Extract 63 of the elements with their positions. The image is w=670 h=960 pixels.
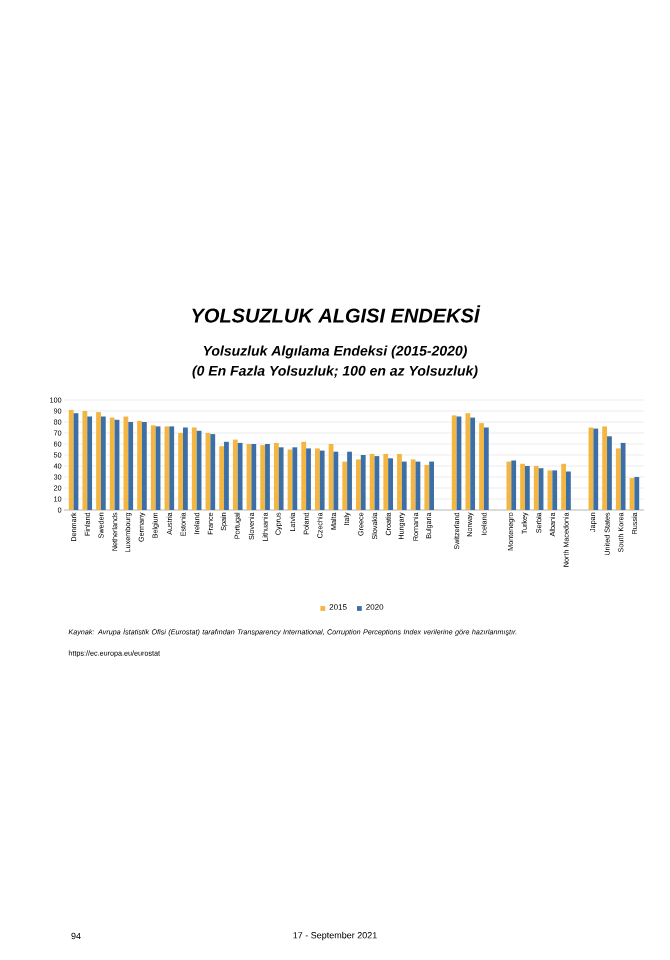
bar — [210, 434, 216, 510]
bar — [634, 477, 640, 510]
bar — [141, 422, 147, 510]
bar — [306, 448, 311, 510]
bar — [224, 441, 229, 510]
bar — [397, 453, 402, 510]
bar — [383, 453, 389, 510]
bar — [524, 466, 530, 510]
bar — [68, 409, 74, 510]
bar — [620, 442, 626, 510]
bar — [219, 446, 225, 510]
bar — [424, 464, 430, 510]
bar — [552, 470, 558, 510]
bar — [265, 444, 270, 510]
bar — [333, 451, 339, 510]
bar — [178, 433, 183, 510]
bar — [82, 411, 88, 510]
bar — [511, 460, 517, 510]
bar — [251, 444, 257, 510]
bar — [356, 459, 361, 510]
bar — [319, 450, 325, 510]
bar — [602, 426, 608, 510]
bar — [273, 442, 279, 510]
bar — [183, 427, 188, 510]
bar — [593, 428, 599, 510]
bar — [360, 455, 366, 510]
bar — [191, 427, 197, 510]
bar — [566, 471, 571, 510]
bar — [342, 461, 348, 510]
bar — [533, 466, 539, 510]
bar — [278, 447, 284, 510]
bar — [123, 416, 129, 510]
bar — [615, 448, 621, 510]
bar — [237, 442, 243, 510]
bar — [506, 461, 512, 510]
chart-title: YOLSUZLUK ALGISI ENDEKSİ — [192, 305, 481, 323]
bar — [137, 420, 142, 510]
bar — [410, 459, 416, 510]
bar — [479, 423, 484, 510]
bar — [260, 445, 266, 510]
bar — [96, 412, 101, 510]
bar — [169, 426, 175, 510]
bar — [561, 463, 567, 510]
bar — [607, 436, 612, 510]
bar — [232, 439, 238, 510]
bar — [314, 448, 320, 510]
bar — [451, 415, 457, 510]
bar — [301, 441, 307, 510]
bar — [292, 447, 298, 510]
bar — [109, 417, 115, 510]
bar — [347, 451, 352, 510]
bar — [470, 417, 476, 510]
bar — [520, 463, 525, 510]
bar — [401, 461, 407, 510]
bar — [100, 416, 106, 510]
bar — [483, 427, 489, 510]
bar — [369, 453, 375, 510]
bar — [465, 413, 471, 510]
bar — [87, 416, 93, 510]
bar — [388, 458, 393, 510]
bar — [150, 425, 156, 510]
bar — [429, 461, 435, 510]
bar — [128, 422, 134, 510]
